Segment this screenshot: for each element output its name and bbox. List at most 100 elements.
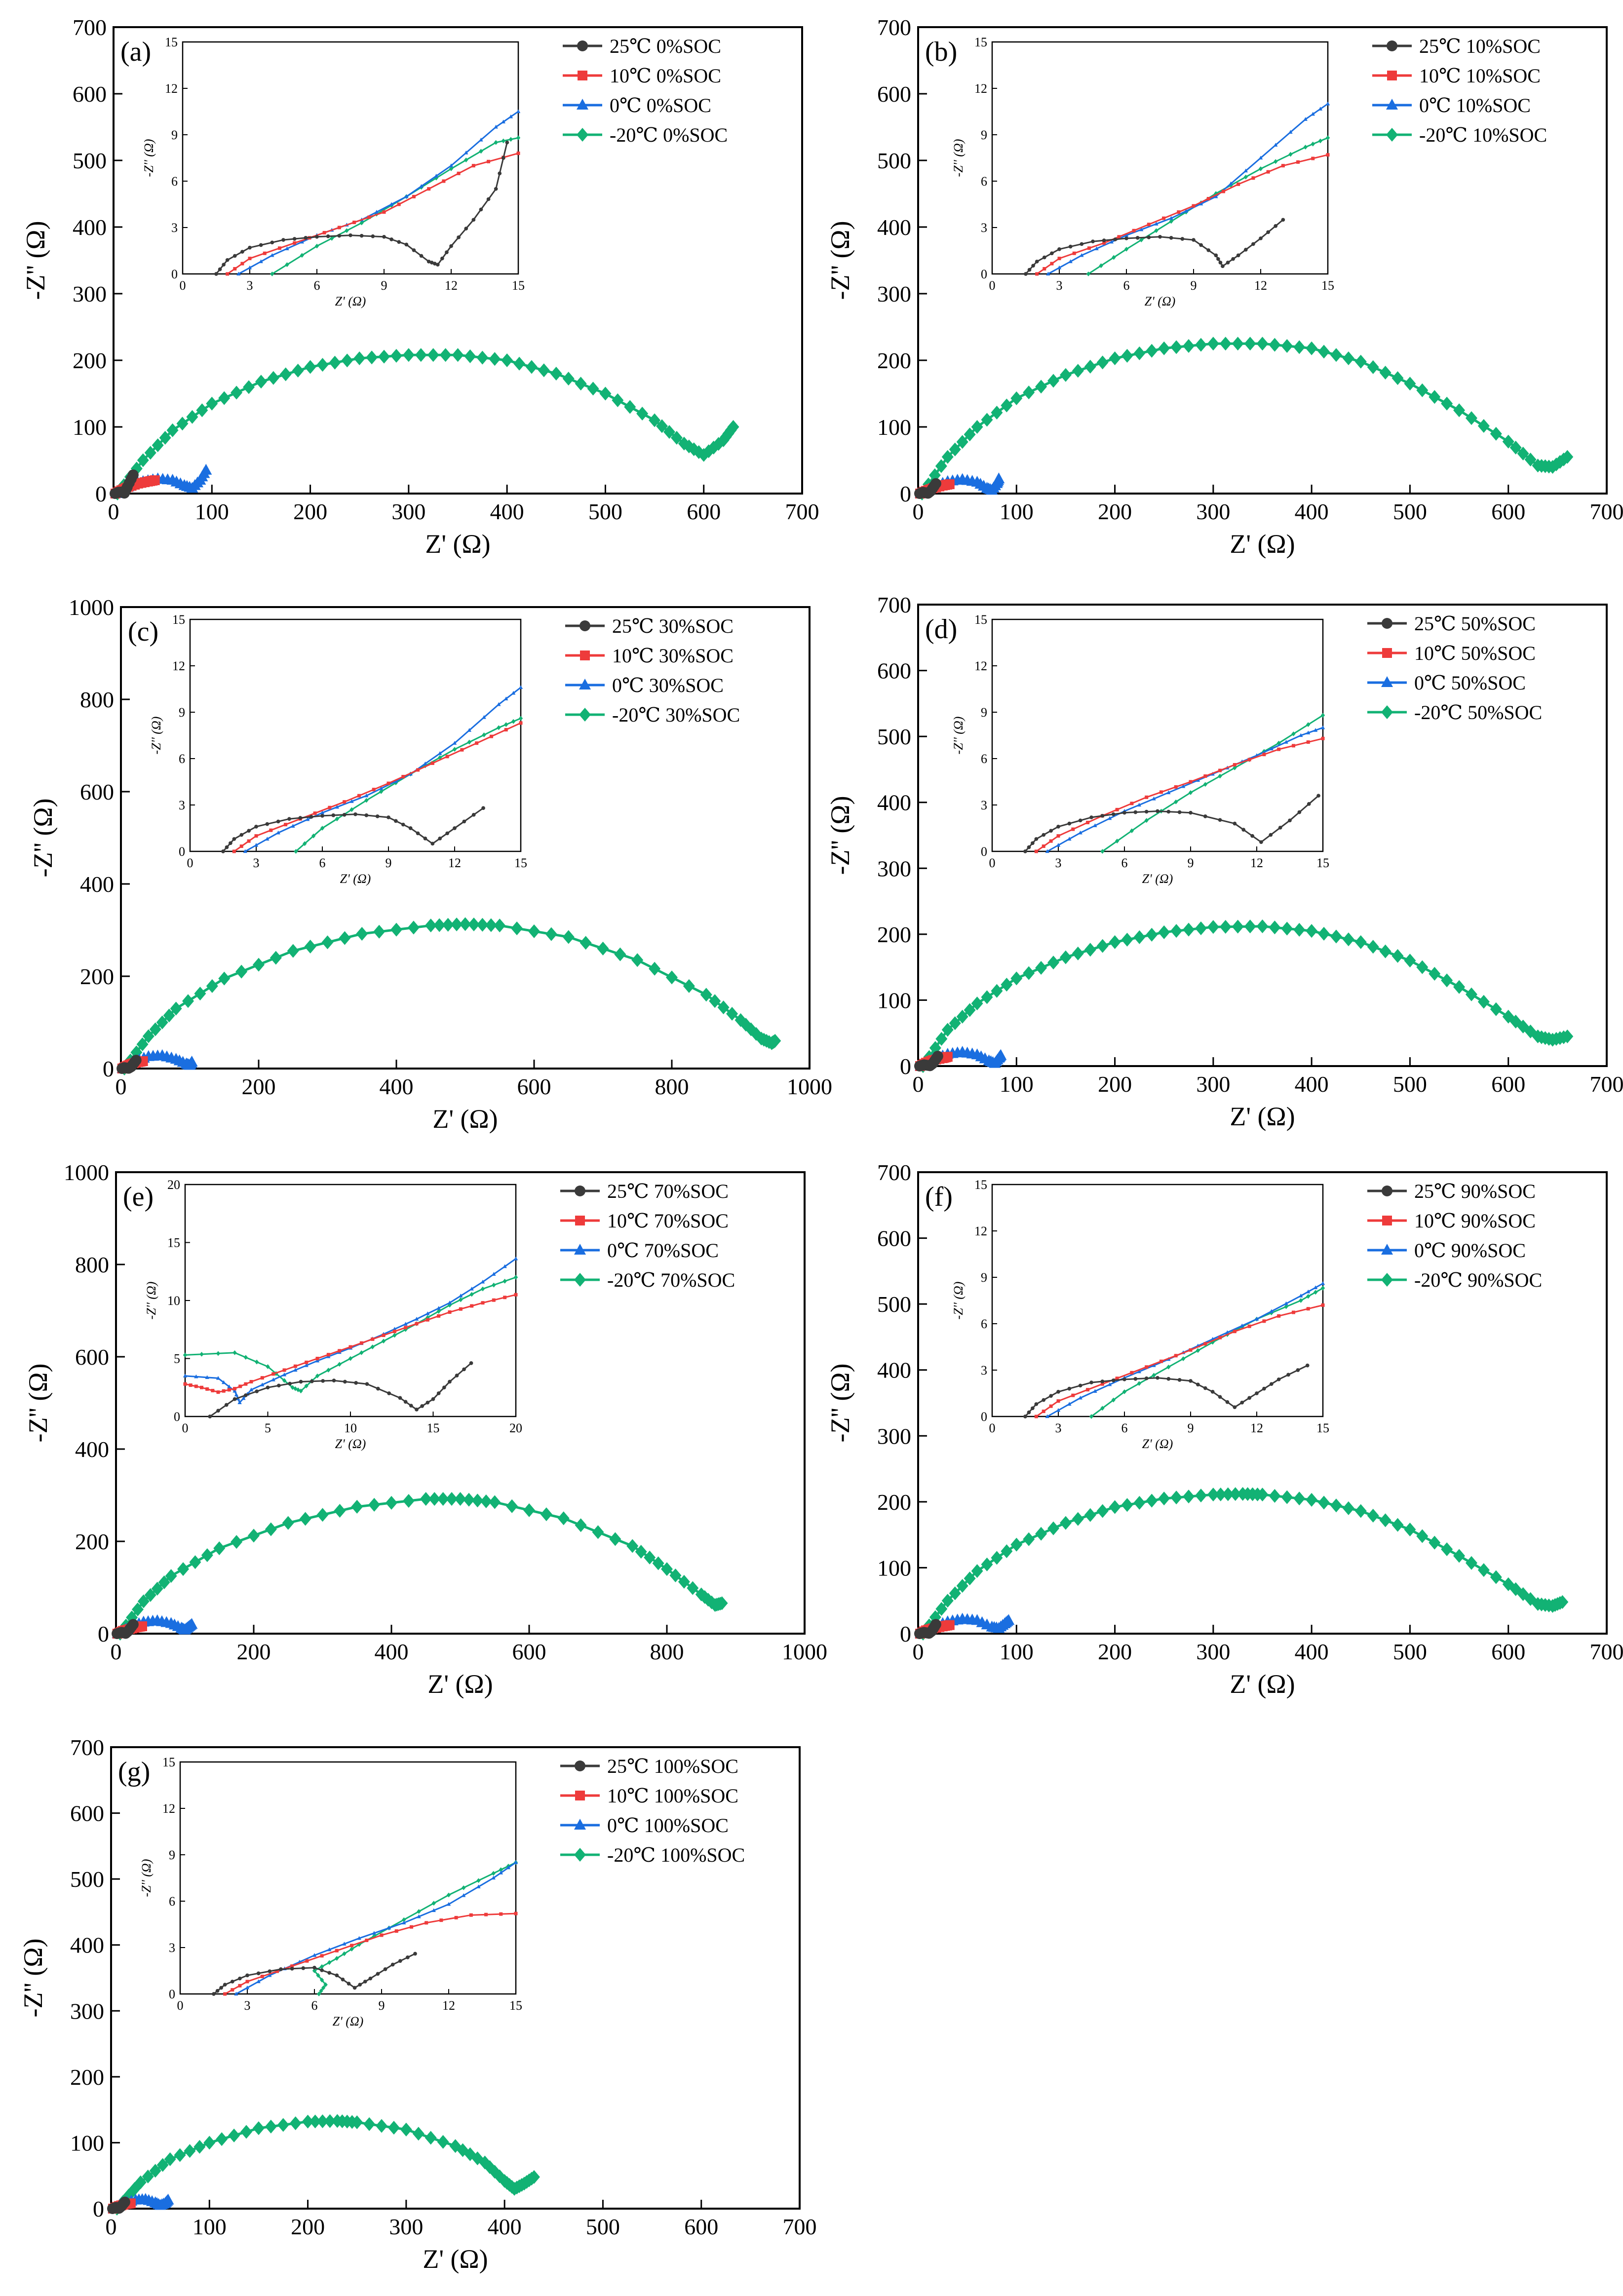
inset-series-line — [1036, 737, 1323, 852]
inset-series--20C — [1100, 713, 1325, 854]
inset-y-tick-label: 15 — [172, 612, 185, 627]
inset-data-point — [494, 124, 498, 129]
inset-data-point — [1177, 1378, 1182, 1382]
inset-data-point — [249, 1380, 253, 1383]
x-axis-title: Z' (Ω) — [423, 2244, 488, 2274]
data-point — [131, 1602, 144, 1616]
data-point — [1269, 920, 1281, 935]
inset-data-point — [440, 256, 444, 261]
inset-data-point — [293, 1368, 298, 1372]
inset-data-point — [1320, 1286, 1325, 1291]
inset-data-point — [311, 833, 316, 839]
data-point — [687, 1581, 699, 1595]
data-point — [1391, 1518, 1404, 1532]
inset-data-point — [309, 815, 313, 819]
inset-data-point — [412, 194, 416, 198]
inset-y-tick-label: 12 — [974, 1224, 987, 1238]
inset-data-point — [239, 833, 244, 837]
inset-data-point — [1199, 243, 1203, 247]
data-point — [949, 442, 961, 457]
y-tick-label: 0 — [98, 1621, 109, 1646]
inset-data-point — [1203, 814, 1207, 818]
x-tick-label: 300 — [391, 499, 425, 524]
inset-data-point — [221, 1380, 226, 1384]
inset-series-10C — [223, 1912, 518, 1996]
inset-data-point — [1089, 1414, 1094, 1419]
inset-data-point — [1247, 1396, 1251, 1400]
data-point — [1023, 385, 1035, 400]
inset-data-point — [363, 1980, 367, 1984]
data-point — [538, 363, 550, 378]
inset-data-point — [513, 1860, 518, 1864]
x-tick-label: 400 — [1295, 1071, 1329, 1097]
inset-data-point — [331, 813, 336, 817]
inset-series-line — [227, 153, 519, 275]
inset-data-point — [1306, 722, 1311, 727]
data-point — [1306, 341, 1318, 355]
inset-data-point — [1147, 235, 1151, 239]
inset-data-point — [254, 825, 258, 829]
inset-data-point — [1057, 247, 1061, 251]
inset-data-point — [1056, 1399, 1060, 1403]
inset-data-point — [315, 1358, 320, 1363]
data-point — [231, 1535, 243, 1549]
inset-data-point — [1154, 222, 1159, 226]
legend-marker — [1381, 1244, 1393, 1255]
inset-data-point — [479, 207, 483, 212]
inset-data-point — [282, 1378, 287, 1383]
inset-y-axis-title: -Z'' (Ω) — [951, 717, 966, 755]
inset-data-point — [415, 1322, 419, 1326]
inset-data-point — [1159, 790, 1163, 794]
data-point — [156, 1015, 168, 1030]
inset-data-point — [1266, 230, 1270, 234]
inset-data-point — [342, 812, 347, 817]
data-point — [1035, 1527, 1047, 1541]
legend-marker — [574, 1273, 586, 1287]
inset-data-point — [1072, 251, 1076, 255]
data-point — [316, 2114, 329, 2129]
data-point — [666, 970, 678, 985]
inset-x-tick-label: 15 — [512, 278, 525, 293]
inset-data-point — [1296, 1368, 1300, 1372]
data-point — [1158, 341, 1170, 355]
data-point — [1367, 940, 1379, 954]
inset-data-point — [223, 1992, 227, 1996]
data-point — [134, 2175, 147, 2189]
inset-data-point — [342, 1942, 347, 1946]
inset-data-point — [221, 849, 225, 853]
inset-data-point — [259, 259, 263, 264]
inset-data-point — [1250, 834, 1254, 838]
data-point — [159, 430, 171, 445]
data-point — [402, 348, 415, 362]
data-point — [162, 2193, 174, 2205]
inset-data-point — [471, 164, 475, 168]
inset-data-point — [1281, 218, 1285, 222]
inset-data-point — [386, 781, 390, 785]
inset-data-point — [455, 1374, 459, 1378]
inset-data-point — [1027, 268, 1032, 272]
legend-label: 25℃ 10%SOC — [1419, 35, 1541, 57]
legend-label: 10℃ 0%SOC — [610, 65, 721, 87]
x-tick-label: 500 — [1393, 1071, 1427, 1097]
inset-x-tick-label: 15 — [1316, 1421, 1329, 1435]
x-tick-label: 100 — [1000, 499, 1034, 524]
data-point — [164, 2152, 176, 2166]
inset-data-point — [1115, 1377, 1119, 1380]
inset-data-point — [1078, 1395, 1082, 1400]
inset-data-point — [464, 227, 468, 230]
x-tick-label: 200 — [1098, 1071, 1132, 1097]
legend-label: 10℃ 30%SOC — [612, 645, 734, 667]
inset-data-point — [1236, 253, 1240, 258]
data-point — [644, 1550, 656, 1565]
inset-data-point — [1206, 197, 1210, 201]
inset-data-point — [276, 830, 280, 835]
data-point — [218, 391, 231, 405]
y-tick-label: 0 — [103, 1056, 114, 1081]
legend-marker — [1382, 1216, 1392, 1225]
inset-data-point — [1042, 1398, 1046, 1402]
data-point — [1379, 365, 1391, 380]
inset-data-point — [211, 1389, 215, 1393]
inset-data-point — [1218, 1336, 1222, 1339]
data-point — [1244, 919, 1256, 934]
series-25C — [112, 1619, 139, 1639]
